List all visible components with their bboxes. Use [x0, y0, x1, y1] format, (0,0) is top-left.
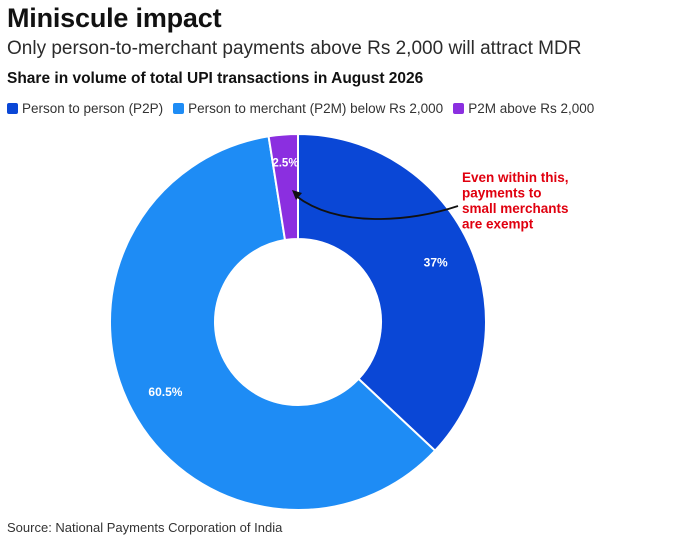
annotation-arrowhead: [292, 190, 302, 200]
source-note: Source: National Payments Corporation of…: [7, 520, 283, 535]
donut-slice-p2m-below: [109, 135, 437, 511]
page-subtitle: Only person-to-merchant payments above R…: [7, 38, 582, 59]
donut-slices: [109, 132, 487, 511]
annotation-line: are exempt: [462, 217, 534, 232]
slice-label-p2m-above: 2.5%: [272, 157, 298, 169]
slice-labels: 37% 60.5% 2.5%: [148, 157, 448, 399]
annotation-text: Even within this, payments to small mercha…: [462, 170, 569, 232]
legend-swatch-p2m-below: [173, 103, 185, 114]
legend-item-p2p: Person to person (P2P): [7, 101, 163, 116]
legend-swatch-p2m-above: [453, 103, 465, 114]
annotation-line: payments to: [462, 186, 542, 201]
legend-item-p2m-below: Person to merchant (P2M) below Rs 2,000: [173, 101, 443, 116]
legend-label-p2p: Person to person (P2P): [22, 101, 164, 116]
legend-swatch-p2p: [7, 103, 18, 114]
chart-title: Share in volume of total UPI transaction…: [7, 70, 424, 87]
annotation-line: small merchants: [462, 201, 569, 216]
annotation-arrow: [295, 195, 459, 220]
page-title: Miniscule impact: [7, 3, 222, 33]
chart-legend: Person to person (P2P) Person to merchan…: [7, 101, 604, 116]
legend-item-p2m-above: P2M above Rs 2,000: [453, 101, 594, 116]
donut-slice-p2m-above: [267, 132, 299, 242]
slice-label-p2p: 37%: [424, 255, 448, 269]
slice-label-p2m-below: 60.5%: [148, 385, 182, 399]
legend-label-p2m-above: P2M above Rs 2,000: [468, 101, 595, 116]
donut-slice-p2p: [297, 132, 487, 453]
annotation-line: Even within this,: [462, 170, 569, 185]
legend-label-p2m-below: Person to merchant (P2M) below Rs 2,000: [188, 101, 444, 116]
